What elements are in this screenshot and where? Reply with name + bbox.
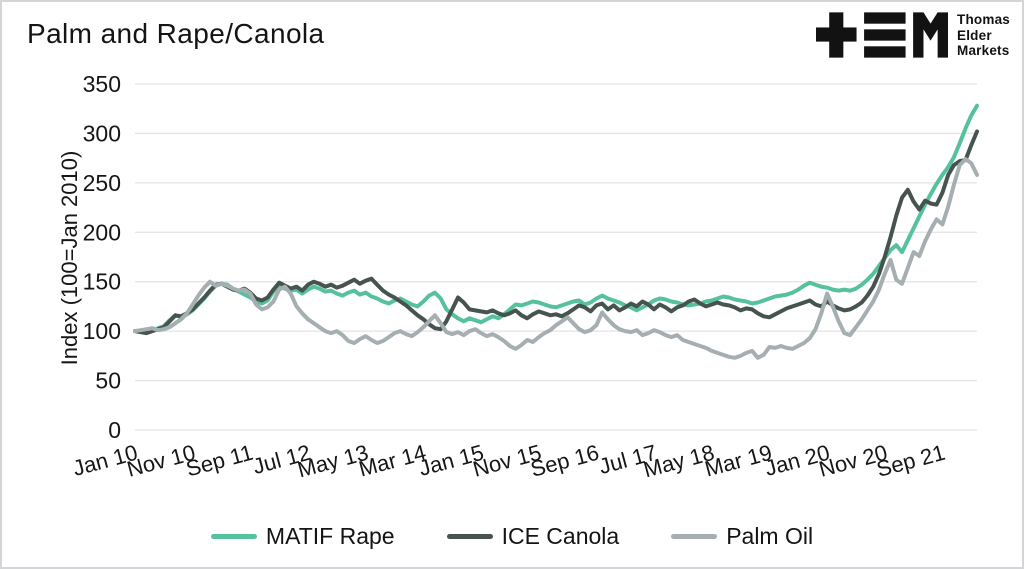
tem-logo: Thomas Elder Markets [816, 12, 1010, 59]
legend-label: ICE Canola [501, 523, 620, 549]
y-tick-label: 200 [83, 219, 121, 245]
legend-label: MATIF Rape [265, 523, 395, 549]
logo-e-bars-icon [864, 12, 906, 24]
tem-logo-text: Thomas Elder Markets [957, 12, 1010, 59]
logo-text-line: Markets [957, 43, 1010, 59]
y-tick-label: 300 [83, 120, 121, 146]
legend: MATIF Rape ICE Canola Palm Oil [2, 523, 1022, 550]
y-tick-label: 250 [83, 170, 121, 196]
legend-item-matif-rape[interactable]: MATIF Rape [210, 523, 395, 550]
y-tick-label: 350 [83, 71, 121, 97]
legend-swatch-ice-canola [446, 534, 493, 539]
y-tick-label: 100 [83, 318, 121, 344]
series-line-ice-canola [133, 129, 979, 336]
chart-title: Palm and Rape/Canola [27, 18, 325, 49]
y-tick-label: 50 [95, 368, 121, 394]
legend-item-ice-canola[interactable]: ICE Canola [446, 523, 620, 550]
series-line-matif-rape [133, 103, 979, 335]
logo-text-line: Thomas [957, 12, 1010, 27]
x-tick-label: Sep 11 [183, 440, 255, 482]
y-tick-label: 0 [108, 417, 121, 443]
legend-swatch-palm-oil [671, 534, 718, 539]
legend-item-palm-oil[interactable]: Palm Oil [671, 523, 813, 550]
logo-text-line: Elder [957, 27, 992, 43]
legend-label: Palm Oil [726, 523, 814, 549]
tem-logo-mark [816, 12, 949, 58]
series-line-palm-oil [133, 157, 979, 360]
logo-m-icon [913, 12, 949, 58]
legend-swatch-matif-rape [210, 534, 257, 539]
y-tick-label: 150 [83, 269, 121, 295]
